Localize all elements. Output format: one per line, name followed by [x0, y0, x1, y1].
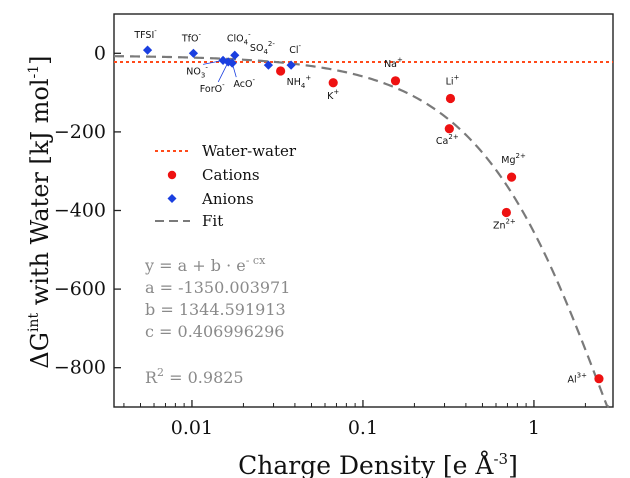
cation-point	[390, 76, 401, 86]
y-tick-label: 0	[94, 42, 106, 64]
point-label-sup: -	[248, 30, 251, 38]
x-tick-label: 0.01	[171, 417, 213, 439]
point-label: ClO4-	[227, 30, 251, 46]
point-label-text: Cl	[289, 45, 298, 56]
point-label-sub: 4	[244, 38, 249, 46]
anion-point	[188, 48, 199, 58]
point-label-text: Na	[384, 59, 397, 70]
fit-curve	[113, 55, 610, 408]
x-axis-title: Charge Density [e Å-3]	[238, 450, 518, 478]
cation-point	[328, 78, 338, 88]
cation-point	[594, 374, 604, 384]
y-tick-label: −600	[54, 278, 106, 300]
point-label: K+	[327, 88, 339, 102]
cation-point	[501, 207, 511, 218]
data-points	[142, 45, 604, 384]
fit-equation: y = a + b · e- cx	[144, 254, 266, 275]
legend: Water-water Cations Anions Fit	[155, 142, 297, 230]
point-label-sup: -	[154, 27, 157, 35]
point-label-sup: -	[252, 76, 255, 84]
legend-cations-label: Cations	[202, 166, 260, 184]
point-label-text: Zn	[493, 220, 506, 231]
point-label: Na+	[384, 56, 403, 70]
ticks: 0.01 0.1 1 0 −200 −400 −600 −800	[54, 42, 586, 439]
point-label-sup: 2-	[268, 40, 275, 48]
point-label-text: TFSI	[133, 30, 154, 41]
point-label-text: AcO	[233, 79, 252, 90]
legend-anions-label: Anions	[201, 190, 254, 208]
point-labels: NH4+K+Na+Li+Ca2+Mg2+Zn2+Al3+TFSI-TfO-NO3…	[133, 27, 587, 386]
y-axis-title: ΔGint with Water [kJ mol-1]	[26, 55, 54, 368]
point-label: TfO-	[181, 30, 202, 44]
point-label: AcO-	[233, 76, 255, 90]
cation-point	[445, 93, 456, 104]
label-leader	[217, 61, 229, 83]
point-label-sub: 3	[201, 71, 205, 79]
fit-param-c: c = 0.406996296	[145, 322, 284, 341]
point-label: SO42-	[250, 40, 275, 56]
point-label-sup: 2+	[505, 217, 515, 225]
legend-fit-label: Fit	[202, 212, 223, 230]
x-tick-label: 1	[528, 417, 540, 439]
point-label-sup: +	[305, 74, 311, 82]
point-label-text: ForO	[200, 84, 222, 95]
fit-param-a: a = -1350.003971	[145, 278, 290, 297]
anion-point	[286, 60, 296, 70]
point-label: NO3-	[186, 63, 208, 79]
cation-point	[276, 66, 286, 76]
point-label-sup: -	[222, 81, 225, 89]
fit-annotation: y = a + b · e- cx a = -1350.003971 b = 1…	[144, 254, 290, 387]
point-label-text: SO	[250, 43, 264, 54]
point-label-sup: -	[198, 30, 201, 38]
point-label-sup: 2+	[448, 133, 458, 141]
point-label: Cl-	[289, 42, 301, 56]
anion-point	[230, 50, 240, 60]
point-label-text: K	[327, 91, 334, 102]
point-label-text: ClO	[227, 33, 244, 44]
point-label: Ca2+	[436, 133, 459, 147]
legend-cations-swatch	[167, 170, 177, 180]
point-label-text: Al	[567, 375, 576, 386]
point-label-text: Ca	[436, 136, 448, 147]
cation-point	[506, 172, 517, 182]
point-label-text: NH	[287, 77, 301, 88]
point-label: Li+	[446, 73, 460, 87]
point-label: ForO-	[200, 81, 225, 95]
x-tick-label: 0.1	[348, 417, 378, 439]
legend-anions-swatch	[167, 194, 177, 203]
fit-param-b: b = 1344.591913	[145, 300, 286, 319]
fit-curve-path	[113, 55, 610, 408]
point-label-text: Li	[446, 76, 454, 87]
point-label: Mg2+	[501, 152, 526, 166]
point-label: TFSI-	[133, 27, 157, 41]
point-label: Al3+	[567, 372, 587, 386]
point-label-sup: 2+	[516, 152, 526, 160]
legend-water-water-label: Water-water	[202, 142, 297, 160]
point-label: Zn2+	[493, 217, 516, 231]
point-label-sup: +	[333, 88, 339, 96]
point-label-sup: -	[298, 42, 301, 50]
point-label: NH4+	[287, 74, 312, 90]
cation-point	[444, 124, 454, 134]
point-label-sup: 3+	[577, 372, 587, 380]
point-label-text: Mg	[501, 155, 515, 166]
point-label-sup: -	[205, 63, 208, 71]
anion-point	[227, 58, 237, 68]
anion-point	[263, 60, 274, 70]
point-label-text: NO	[186, 66, 201, 77]
point-label-sup: +	[454, 73, 460, 81]
point-label-sup: +	[397, 56, 403, 64]
fit-r-squared: R2 = 0.9825	[145, 366, 244, 387]
y-tick-label: −800	[54, 357, 106, 379]
y-tick-label: −400	[54, 200, 106, 222]
anion-point	[142, 45, 153, 55]
point-label-sub: 4	[263, 48, 268, 56]
point-label-sub: 4	[301, 82, 306, 90]
y-tick-label: −200	[54, 121, 106, 143]
point-label-text: TfO	[181, 33, 199, 44]
